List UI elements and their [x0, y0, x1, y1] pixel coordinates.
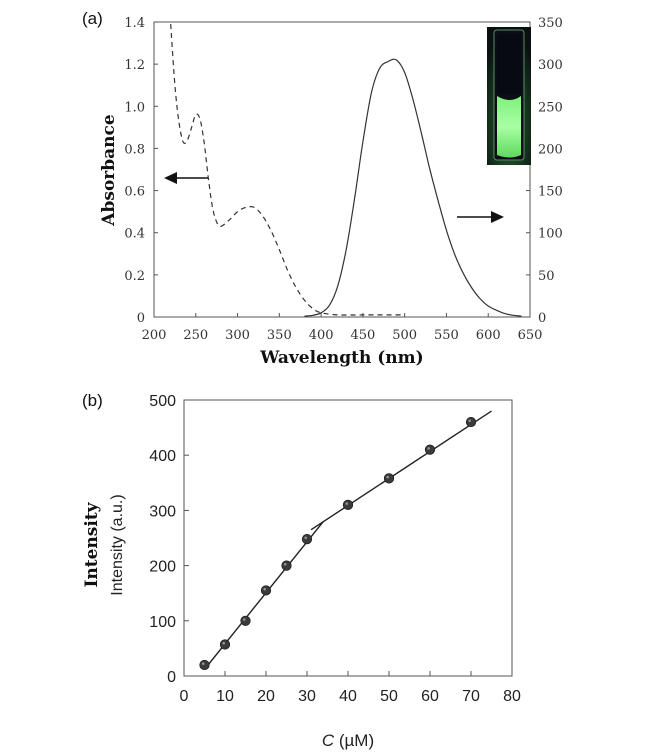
panel-b-x-tick-label: 50	[380, 688, 398, 705]
panel-a-y-axis-title: Absorbance	[99, 114, 119, 227]
panel-a-y-right-tick-label: 50	[538, 269, 555, 284]
panel-b-x-tick-label: 40	[339, 688, 357, 705]
panel-a-y-right-tick-label: 0	[538, 311, 546, 326]
panel-a-x-tick-label: 250	[183, 328, 208, 343]
data-point	[281, 560, 292, 571]
data-point	[301, 534, 313, 545]
panel-a-y-right-tick-label: 100	[538, 227, 563, 242]
panel-a-x-tick-label: 550	[434, 328, 459, 343]
panel-a-y-left-tick-label: 0	[137, 311, 145, 326]
panel-b-data-points	[199, 416, 477, 671]
data-point	[240, 615, 251, 626]
panel-b-x-axis-title: C (µM)	[322, 731, 374, 750]
panel-a-frame	[153, 21, 531, 318]
panel-a: (a) 200 250 300 350 400 450 500 550 600 650 00.20…	[82, 9, 563, 368]
panel-a-y-left-ticks: 0 0.2 0.4 0.6 0.8 1.0 1.2 1.4	[124, 16, 158, 326]
panel-b-y-tick-label: 300	[149, 503, 176, 520]
panel-b-x-tick-label: 60	[421, 688, 439, 705]
panel-a-x-tick-label: 350	[267, 328, 292, 343]
panel-a-y-right-tick-label: 150	[538, 185, 563, 200]
panel-b-x-tick-label: 10	[216, 688, 234, 705]
panel-b-y-tick-label: 400	[149, 448, 176, 465]
panel-b-x-tick-label: 20	[257, 688, 275, 705]
panel-b-y-axis-title-overlay: Intensity	[82, 501, 102, 587]
panel-a-x-axis-title: Wavelength (nm)	[259, 348, 423, 368]
panel-b-x-ticks: 0 10 20 30 40 50 60 70 80	[180, 671, 521, 705]
fluorescence-series-line	[304, 58, 522, 317]
panel-a-x-tick-label: 450	[350, 328, 375, 343]
panel-a-y-left-tick-label: 0.2	[124, 269, 145, 284]
panel-a-y-right-ticks: 0 50 100 150 200 250 300 350	[526, 16, 563, 326]
panel-a-x-tick-label: 500	[392, 328, 417, 343]
panel-a-y-left-tick-label: 1.0	[124, 100, 145, 115]
right-arrow-icon	[457, 211, 504, 223]
panel-a-x-tick-label: 200	[142, 328, 167, 343]
panel-b-label: (b)	[82, 391, 103, 410]
panel-a-x-tick-label: 600	[476, 328, 501, 343]
data-point	[260, 585, 272, 596]
panel-b: (b) 0 10 20 30 40 50 60 70 80 0 100 200 300 400 500 C…	[82, 391, 521, 750]
panel-a-y-left-tick-label: 1.2	[124, 58, 145, 73]
panel-a-y-right-tick-label: 200	[538, 142, 563, 157]
panel-a-x-tick-label: 300	[225, 328, 250, 343]
panel-a-y-left-tick-label: 0.6	[124, 185, 145, 200]
panel-b-y-tick-label: 0	[167, 669, 176, 686]
panel-b-y-tick-label: 500	[149, 393, 176, 410]
panel-b-x-tick-label: 80	[503, 688, 521, 705]
panel-a-x-tick-label: 650	[518, 328, 543, 343]
panel-b-y-tick-label: 100	[149, 614, 176, 631]
panel-a-y-left-tick-label: 0.8	[124, 142, 145, 157]
panel-b-fit-lines	[203, 410, 492, 670]
panel-a-label: (a)	[82, 9, 103, 28]
fit-line	[310, 410, 492, 531]
panel-a-y-right-tick-label: 250	[538, 100, 563, 115]
left-arrow-icon	[164, 172, 208, 184]
panel-a-y-left-tick-label: 0.4	[124, 227, 145, 242]
data-point	[424, 444, 436, 455]
panel-a-y-left-tick-label: 1.4	[124, 16, 145, 31]
data-point	[383, 473, 395, 484]
panel-b-x-tick-label: 0	[180, 688, 189, 705]
panel-a-y-right-tick-label: 350	[538, 16, 563, 31]
vial-photo-inset	[487, 27, 531, 165]
panel-b-y-axis-title: Intensity (a.u.)	[109, 494, 126, 595]
panel-b-x-tick-label: 30	[298, 688, 316, 705]
data-point	[199, 659, 210, 671]
data-point	[465, 416, 477, 428]
panel-b-x-tick-label: 70	[462, 688, 480, 705]
absorbance-series-line	[170, 24, 405, 316]
panel-b-y-tick-label: 200	[149, 559, 176, 576]
panel-a-x-tick-label: 400	[309, 328, 334, 343]
panel-a-y-right-tick-label: 300	[538, 58, 563, 73]
data-point	[342, 499, 354, 510]
panel-a-x-ticks: 200 250 300 350 400 450 500 550 600 650	[142, 313, 543, 343]
panel-b-y-ticks: 0 100 200 300 400 500	[149, 393, 189, 686]
data-point	[219, 639, 231, 650]
